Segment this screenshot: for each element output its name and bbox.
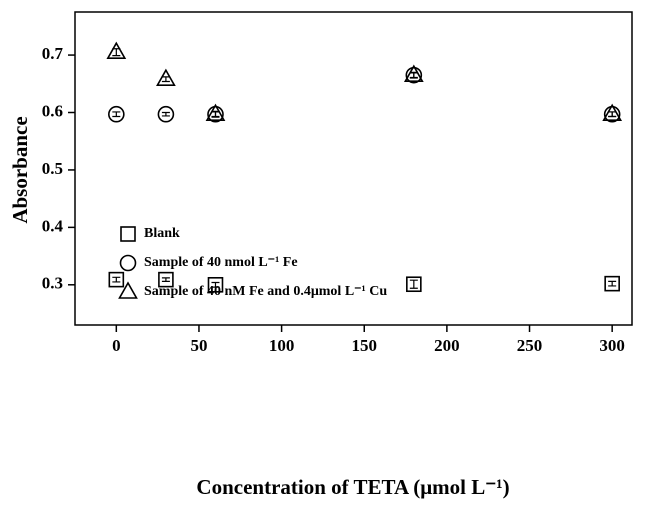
- legend-label: Sample of 40 nM Fe and 0.4μmol L⁻¹ Cu: [144, 284, 387, 299]
- legend-marker: [118, 281, 138, 299]
- y-tick-label: 0.4: [42, 216, 64, 235]
- error-bar: [608, 111, 617, 118]
- x-tick-label: 250: [517, 336, 543, 355]
- y-tick-label: 0.5: [42, 159, 63, 178]
- x-tick-label: 300: [599, 336, 625, 355]
- point: [108, 105, 125, 123]
- point: [157, 105, 175, 123]
- x-tick-label: 100: [269, 336, 295, 355]
- error-bar: [409, 71, 418, 79]
- point: [156, 68, 176, 86]
- point: [207, 276, 224, 293]
- point: [108, 271, 125, 288]
- point: [604, 275, 620, 292]
- error-bar: [161, 76, 170, 83]
- point: [106, 41, 127, 60]
- point: [403, 64, 424, 82]
- legend-label: Sample of 40 nmol L⁻¹ Fe: [144, 255, 298, 270]
- error-bar: [112, 48, 121, 57]
- plot-frame: [74, 11, 633, 326]
- error-bar: [409, 279, 418, 289]
- error-bar: [608, 280, 617, 287]
- point: [602, 103, 623, 122]
- y-tick-label: 0.6: [42, 101, 63, 120]
- error-bar: [211, 110, 220, 118]
- x-tick-label: 200: [434, 336, 460, 355]
- error-bar: [211, 281, 220, 288]
- error-bar: [112, 111, 121, 118]
- x-tick-label: 150: [351, 336, 377, 355]
- error-bar: [161, 277, 170, 282]
- error-bar: [161, 111, 170, 117]
- y-tick-label: 0.3: [42, 274, 63, 293]
- point: [406, 276, 422, 293]
- y-tick-label: 0.7: [42, 44, 64, 63]
- point: [158, 271, 174, 288]
- legend-marker: [119, 254, 137, 272]
- x-tick-label: 50: [190, 336, 207, 355]
- y-axis-label: Absorbance: [8, 116, 32, 223]
- legend-marker: [120, 226, 136, 242]
- legend-label: Blank: [144, 226, 180, 241]
- x-axis-label: Concentration of TETA (μmol L⁻¹): [196, 475, 509, 499]
- point: [205, 103, 226, 122]
- error-bar: [112, 276, 121, 283]
- x-tick-label: 0: [112, 336, 121, 355]
